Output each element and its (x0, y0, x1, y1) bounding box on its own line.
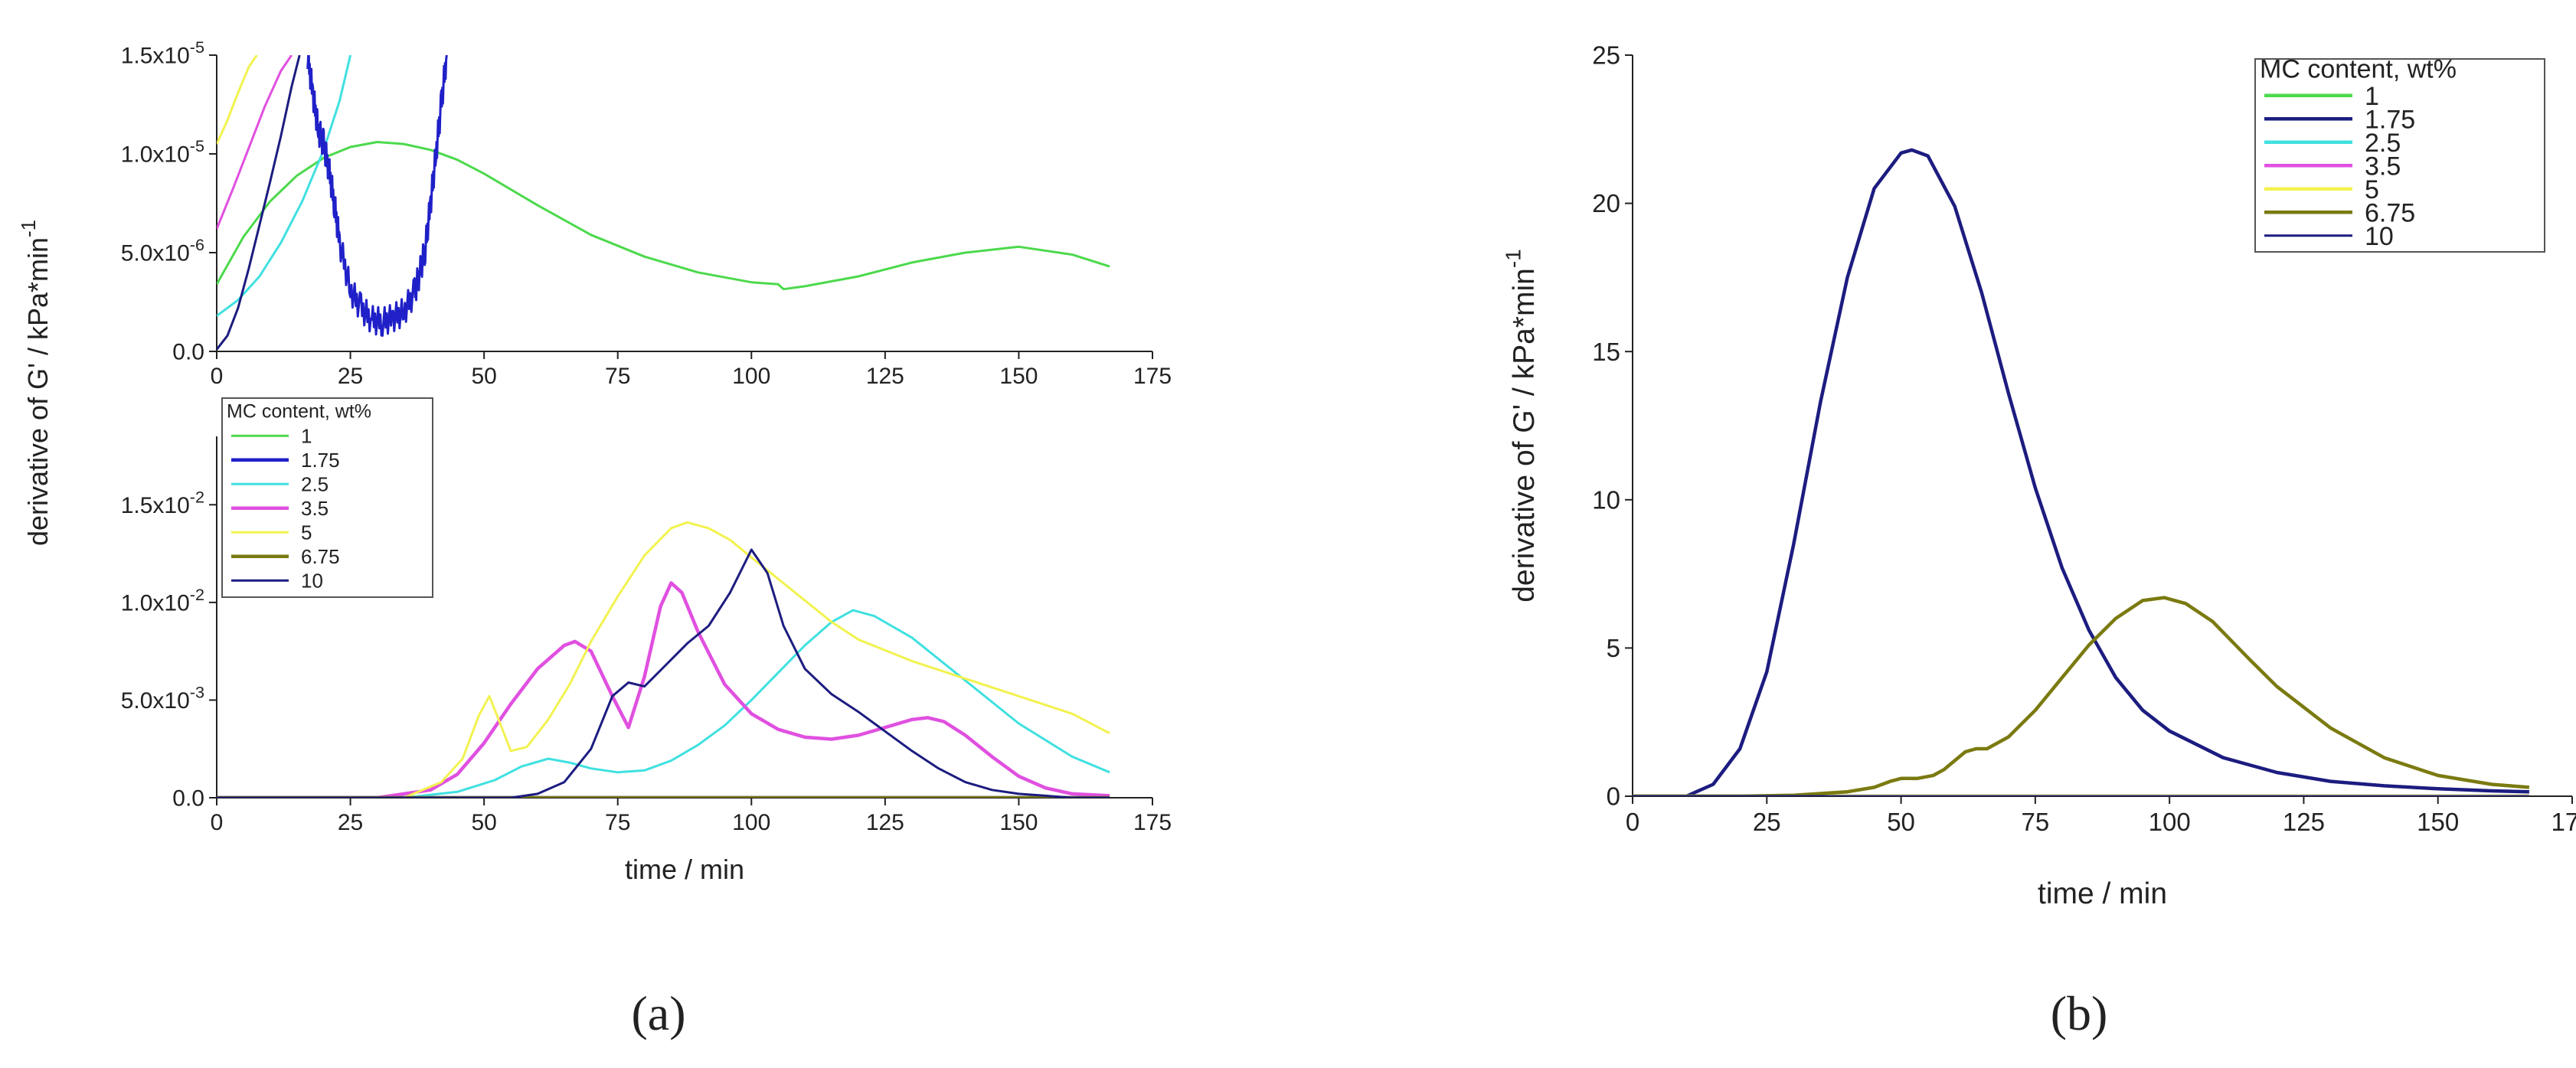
panel-label-a: (a) (631, 986, 685, 1040)
series-line-5 (217, 55, 258, 145)
chart-panel-a-top: 0 25 50 75 100 125 150 175 0.0 5.0x10-6 1.0x10-5 1.… (121, 38, 1172, 389)
x-tick-label: 50 (1887, 808, 1915, 836)
y-tick-label: 1.0x10-5 (121, 136, 204, 168)
y-axis-title: derivative of G' / kPa*min-1 (18, 220, 54, 546)
series-line-3-5 (217, 581, 1110, 798)
legend-item-10: 10 (301, 570, 323, 593)
y-tick-label: 25 (1592, 41, 1620, 70)
legend-item-3-5: 3.5 (2365, 152, 2401, 181)
y-tick-label: 5 (1607, 634, 1620, 662)
legend-title: MC content, wt% (2260, 55, 2457, 84)
x-tick-label: 175 (2551, 808, 2576, 836)
legend-item-5: 5 (2365, 175, 2379, 204)
x-tick-label: 150 (999, 364, 1038, 389)
legend-item-6-75: 6.75 (301, 545, 340, 568)
x-tick-label: 100 (732, 810, 770, 835)
x-tick-label: 150 (2417, 808, 2459, 836)
y-tick-label: 0 (1607, 782, 1620, 811)
legend-item-1-75: 1.75 (301, 449, 340, 472)
x-tick-label: 0 (211, 364, 224, 389)
chart-panel-a-bottom: 0 25 50 75 100 125 150 1750.05.0x10-31.0x10-21.… (18, 220, 1172, 885)
y-tick-label: 15 (1592, 338, 1620, 366)
x-tick-label: 125 (2283, 808, 2325, 836)
x-tick-label: 125 (866, 810, 904, 835)
legend-box (2254, 58, 2545, 253)
legend-item-1-75: 1.75 (2365, 105, 2415, 134)
x-tick-label: 125 (866, 364, 904, 389)
x-tick-label: 175 (1133, 810, 1172, 835)
legend-item-2-5: 2.5 (2365, 129, 2401, 158)
legend-item-3-5: 3.5 (301, 497, 329, 520)
x-tick-label: 50 (471, 364, 496, 389)
x-tick-label: 25 (1753, 808, 1781, 836)
series-group (217, 55, 1110, 351)
legend-item-2-5: 2.5 (301, 473, 329, 496)
x-axis-title: time / min (625, 854, 744, 885)
chart-panel-b: 02550751001251501750510152025time / mind… (1501, 41, 2576, 910)
x-axis-title: time / min (2038, 877, 2167, 910)
series-line-10 (217, 55, 301, 351)
y-axis-title: derivative of G' / kPa*min-1 (1501, 249, 1541, 603)
x-tick-label: 25 (338, 810, 363, 835)
legend-title: MC content, wt% (227, 401, 371, 423)
x-tick-label: 175 (1133, 364, 1172, 389)
series-group (1633, 148, 2530, 796)
y-tick-label: 20 (1592, 189, 1620, 217)
legend-item-1: 1 (2365, 82, 2379, 111)
y-tick-label: 0.0 (172, 340, 204, 365)
x-tick-label: 50 (471, 810, 496, 835)
x-tick-label: 75 (605, 364, 630, 389)
y-tick-label: 1.5x10-5 (121, 38, 204, 69)
y-tick-label: 0.0 (172, 786, 204, 812)
legend-item-10: 10 (2365, 222, 2394, 251)
legend-box (221, 397, 433, 598)
x-tick-label: 100 (2149, 808, 2191, 836)
series-line-10 (217, 548, 1110, 798)
y-tick-label: 5.0x10-6 (121, 235, 204, 266)
x-tick-label: 0 (1626, 808, 1639, 836)
series-group (217, 521, 1110, 798)
x-tick-label: 150 (999, 810, 1038, 835)
series-line-3-5 (217, 55, 293, 230)
panel-label-b: (b) (2051, 986, 2108, 1040)
series-line-6-75 (1633, 596, 2530, 796)
y-tick-label: 1.0x10-2 (121, 585, 204, 616)
x-tick-label: 25 (338, 364, 363, 389)
series-line-5 (217, 521, 1110, 798)
legend-item-1: 1 (301, 425, 312, 448)
x-tick-label: 75 (605, 810, 630, 835)
x-tick-label: 75 (2021, 808, 2049, 836)
x-tick-label: 0 (211, 810, 224, 835)
legend-item-6-75: 6.75 (2365, 198, 2415, 227)
y-tick-label: 1.5x10-2 (121, 487, 204, 518)
y-tick-label: 5.0x10-3 (121, 682, 204, 714)
x-tick-label: 100 (732, 364, 770, 389)
y-tick-label: 10 (1592, 485, 1620, 514)
series-line-1-75 (306, 55, 448, 337)
legend-item-5: 5 (301, 521, 312, 544)
series-line-2-5 (217, 609, 1110, 798)
series-line-1 (217, 141, 1110, 291)
series-line-1-75 (1633, 148, 2529, 796)
